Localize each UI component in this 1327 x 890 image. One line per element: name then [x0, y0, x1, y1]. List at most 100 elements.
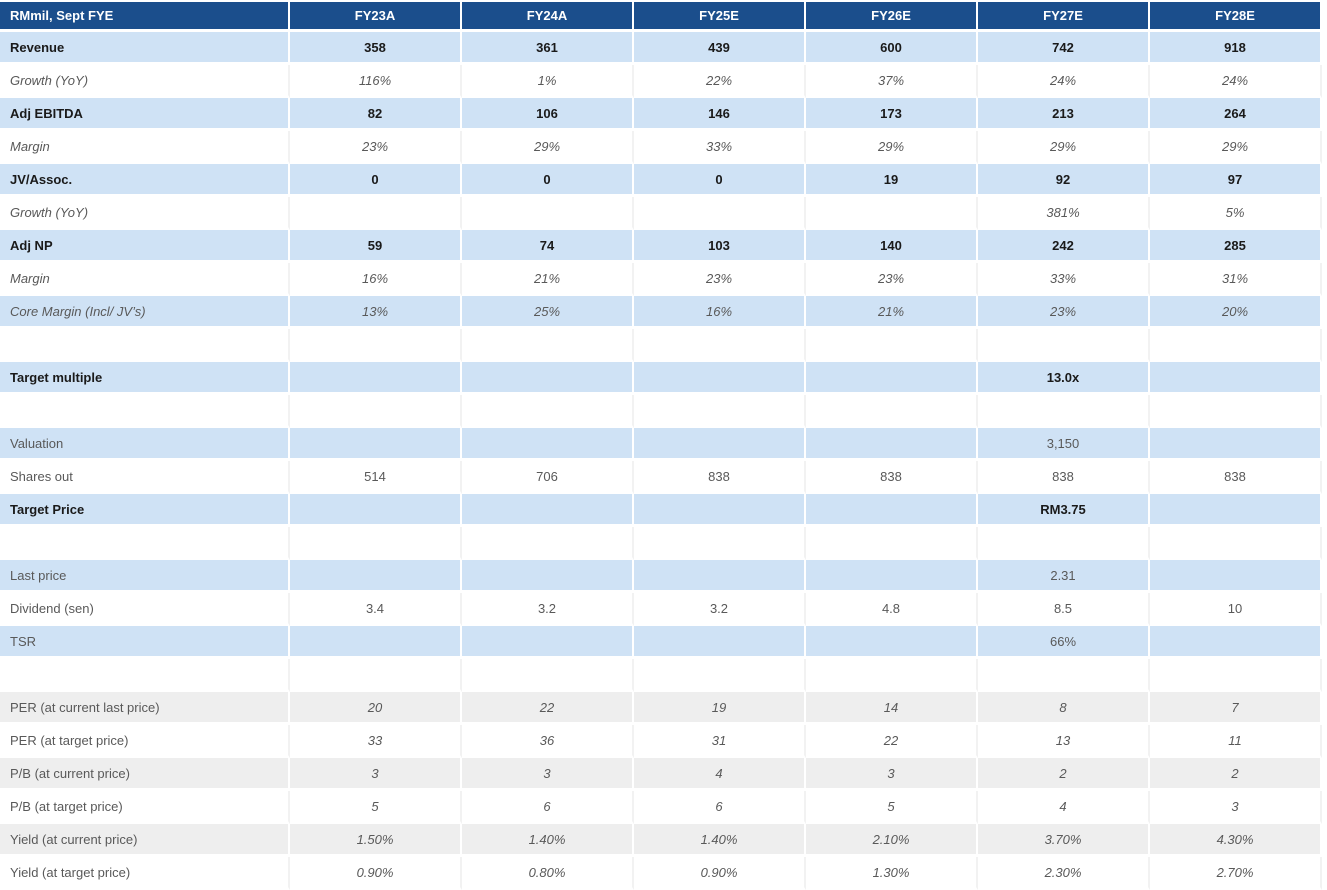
cell: [290, 329, 462, 362]
cell: 7: [1150, 692, 1322, 725]
cell: 31: [634, 725, 806, 758]
cell: [978, 659, 1150, 692]
cell: 74: [462, 230, 634, 263]
cell: 742: [978, 32, 1150, 65]
cell: [806, 494, 978, 527]
cell: 11: [1150, 725, 1322, 758]
cell: [290, 626, 462, 659]
cell: 21%: [462, 263, 634, 296]
row-label: Last price: [0, 560, 290, 593]
table-row: Adj NP 59 74 103 140 242 285: [0, 230, 1322, 263]
cell: [1150, 527, 1322, 560]
cell: 16%: [634, 296, 806, 329]
table-row: Growth (YoY) 116% 1% 22% 37% 24% 24%: [0, 65, 1322, 98]
cell: RM3.75: [978, 494, 1150, 527]
table-row: Target Price RM3.75: [0, 494, 1322, 527]
cell: 381%: [978, 197, 1150, 230]
cell: 600: [806, 32, 978, 65]
table-row: PER (at target price) 33 36 31 22 13 11: [0, 725, 1322, 758]
cell: 2.31: [978, 560, 1150, 593]
row-label: Target Price: [0, 494, 290, 527]
row-label: [0, 395, 290, 428]
cell: [806, 395, 978, 428]
cell: [634, 626, 806, 659]
cell: [634, 362, 806, 395]
table-row: Margin 23% 29% 33% 29% 29% 29%: [0, 131, 1322, 164]
cell: [462, 428, 634, 461]
cell: 838: [978, 461, 1150, 494]
cell: 29%: [978, 131, 1150, 164]
cell: 3.4: [290, 593, 462, 626]
row-label: PER (at target price): [0, 725, 290, 758]
cell: 22: [806, 725, 978, 758]
cell: 2.30%: [978, 857, 1150, 890]
cell: 439: [634, 32, 806, 65]
cell: [462, 659, 634, 692]
cell: 36: [462, 725, 634, 758]
row-label: Growth (YoY): [0, 65, 290, 98]
cell: 838: [634, 461, 806, 494]
table-row: Dividend (sen) 3.4 3.2 3.2 4.8 8.5 10: [0, 593, 1322, 626]
row-label: [0, 527, 290, 560]
cell: [806, 428, 978, 461]
cell: [1150, 428, 1322, 461]
cell: 8: [978, 692, 1150, 725]
cell: [806, 560, 978, 593]
spacer-row: [0, 527, 1322, 560]
table-row: Target multiple 13.0x: [0, 362, 1322, 395]
cell: 4.30%: [1150, 824, 1322, 857]
cell: [634, 494, 806, 527]
cell: [290, 428, 462, 461]
cell: 66%: [978, 626, 1150, 659]
cell: [806, 626, 978, 659]
cell: 0.90%: [290, 857, 462, 890]
cell: 6: [634, 791, 806, 824]
table-row: Growth (YoY) 381% 5%: [0, 197, 1322, 230]
cell: 706: [462, 461, 634, 494]
cell: 2.70%: [1150, 857, 1322, 890]
cell: 25%: [462, 296, 634, 329]
cell: 3.2: [634, 593, 806, 626]
row-label: Adj EBITDA: [0, 98, 290, 131]
cell: 1.50%: [290, 824, 462, 857]
cell: [978, 329, 1150, 362]
cell: 2.10%: [806, 824, 978, 857]
cell: [462, 626, 634, 659]
cell: 4: [634, 758, 806, 791]
table-row: Yield (at current price) 1.50% 1.40% 1.40% 2…: [0, 824, 1322, 857]
row-label: Revenue: [0, 32, 290, 65]
column-header: FY26E: [806, 2, 978, 32]
cell: [806, 362, 978, 395]
table-row: Last price 2.31: [0, 560, 1322, 593]
cell: [462, 362, 634, 395]
cell: 242: [978, 230, 1150, 263]
cell: 29%: [1150, 131, 1322, 164]
cell: [462, 329, 634, 362]
cell: 33%: [634, 131, 806, 164]
cell: 23%: [634, 263, 806, 296]
row-label: Shares out: [0, 461, 290, 494]
table-title-cell: RMmil, Sept FYE: [0, 2, 290, 32]
cell: [1150, 560, 1322, 593]
cell: 4: [978, 791, 1150, 824]
cell: 0: [634, 164, 806, 197]
cell: [806, 197, 978, 230]
cell: [634, 659, 806, 692]
cell: 23%: [806, 263, 978, 296]
cell: 285: [1150, 230, 1322, 263]
cell: 24%: [1150, 65, 1322, 98]
cell: 3.2: [462, 593, 634, 626]
column-header: FY24A: [462, 2, 634, 32]
row-label: Core Margin (Incl/ JV’s): [0, 296, 290, 329]
cell: 20: [290, 692, 462, 725]
cell: [1150, 329, 1322, 362]
cell: 361: [462, 32, 634, 65]
table-row: P/B (at target price) 5 6 6 5 4 3: [0, 791, 1322, 824]
cell: 838: [806, 461, 978, 494]
cell: [290, 527, 462, 560]
row-label: [0, 659, 290, 692]
cell: 0.90%: [634, 857, 806, 890]
spacer-row: [0, 329, 1322, 362]
cell: [806, 329, 978, 362]
cell: 0: [290, 164, 462, 197]
